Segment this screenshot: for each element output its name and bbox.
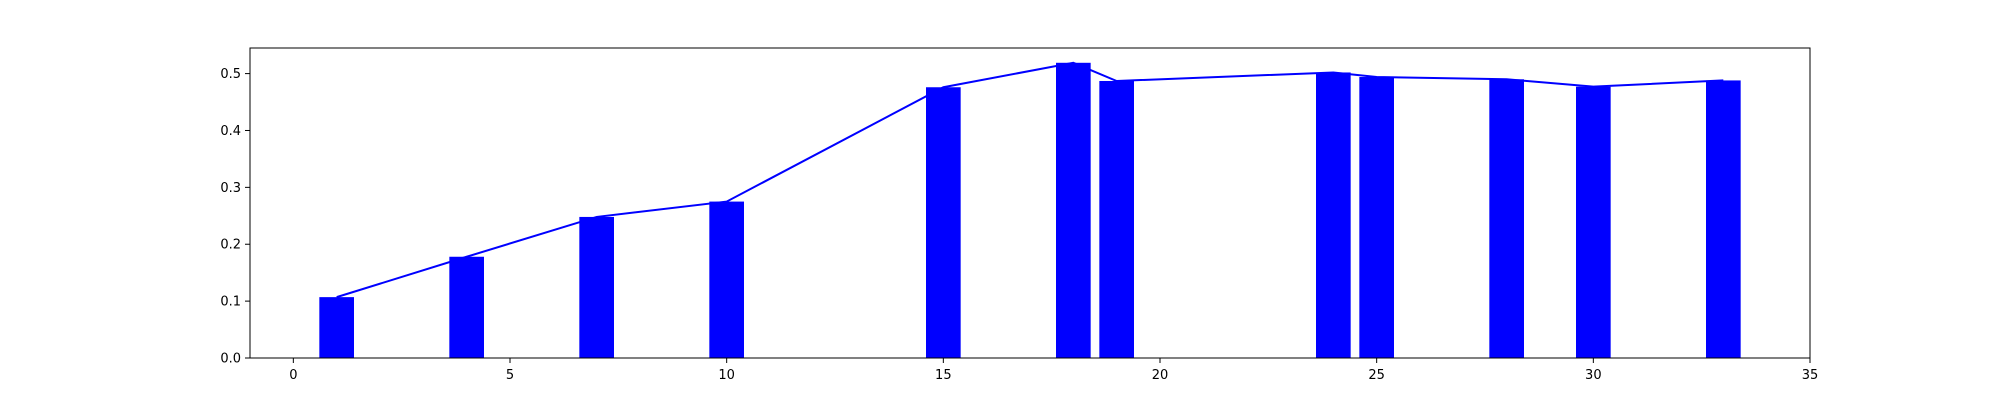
line-layer — [336, 61, 1724, 299]
series-line — [336, 61, 1724, 299]
y-tick-label: 0.5 — [220, 67, 241, 82]
plot-frame — [249, 47, 1811, 359]
ticks-layer: 0 5 10 15 20 25 30 35 0.0 0.1 0.2 0.3 0.4 0.5 — [220, 67, 1818, 383]
axes-layer — [249, 47, 1811, 359]
bar — [579, 216, 614, 358]
y-tick-label: 0.2 — [220, 238, 241, 253]
x-tick-label: 25 — [1368, 368, 1385, 383]
x-tick-label: 30 — [1585, 368, 1602, 383]
bar — [1056, 62, 1091, 358]
x-tick-label: 35 — [1802, 368, 1819, 383]
bar — [1576, 86, 1611, 359]
y-tick-label: 0.0 — [220, 352, 241, 367]
y-tick-label: 0.1 — [220, 295, 241, 310]
x-tick-label: 20 — [1152, 368, 1169, 383]
bar — [449, 256, 484, 358]
x-tick-label: 15 — [935, 368, 952, 383]
x-tick-label: 5 — [506, 368, 514, 383]
y-tick-label: 0.3 — [220, 181, 241, 196]
bar — [1706, 80, 1741, 358]
x-tick-label: 10 — [718, 368, 735, 383]
bar — [1489, 79, 1524, 359]
x-tick-label: 0 — [289, 368, 297, 383]
bars-layer — [319, 62, 1741, 359]
bar — [709, 201, 744, 358]
bar — [319, 297, 354, 358]
bar — [1359, 77, 1394, 359]
bar — [1099, 80, 1134, 359]
y-tick-label: 0.4 — [220, 124, 241, 139]
bar — [926, 87, 961, 358]
bar — [1316, 72, 1351, 359]
